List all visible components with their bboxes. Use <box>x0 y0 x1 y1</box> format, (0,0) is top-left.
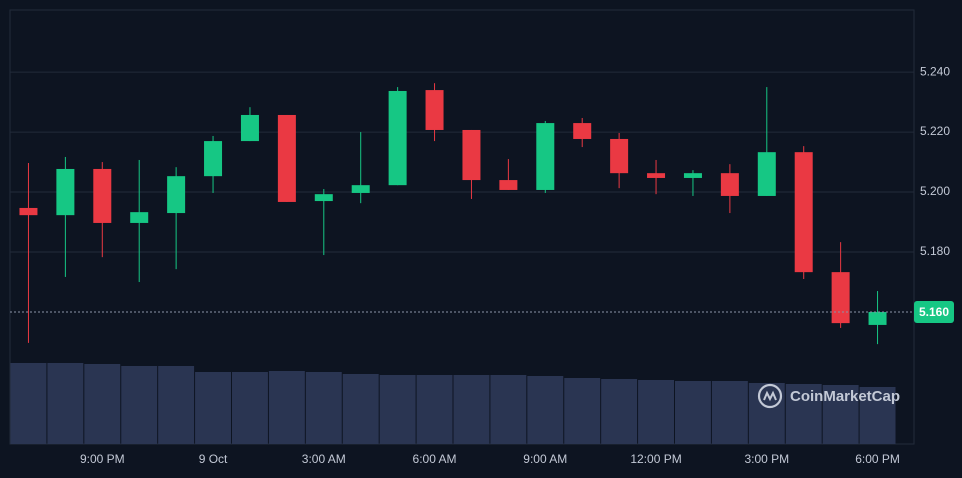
volume-bar <box>711 381 748 444</box>
volume-bar <box>47 363 84 444</box>
candle-body <box>868 312 887 325</box>
candle-body <box>204 141 223 177</box>
x-tick-label: 9 Oct <box>199 452 228 466</box>
x-tick-label: 6:00 PM <box>855 452 900 466</box>
candle-body <box>240 114 259 142</box>
candle-body <box>720 173 739 196</box>
candle-body <box>167 176 186 214</box>
volume-bar <box>564 378 601 444</box>
volume-bar <box>121 366 158 444</box>
x-tick-label: 6:00 AM <box>413 452 457 466</box>
x-tick-label: 9:00 AM <box>523 452 567 466</box>
candle-body <box>683 173 702 178</box>
candle-body <box>93 168 112 223</box>
volume-bar <box>305 372 342 444</box>
volume-bar <box>785 384 822 444</box>
volume-bar <box>638 380 674 444</box>
volume-bar <box>84 364 121 444</box>
candle-body <box>56 168 75 216</box>
candle-body <box>314 194 333 202</box>
volume-bar <box>675 381 711 444</box>
volume-bar <box>268 371 305 444</box>
watermark: CoinMarketCap <box>790 388 900 405</box>
volume-bar <box>601 379 638 444</box>
volume-bar <box>822 385 859 444</box>
candle-body <box>499 180 518 190</box>
candle-body <box>425 90 444 130</box>
volume-bar <box>859 387 896 444</box>
volume-bar <box>379 375 416 444</box>
candle-body <box>647 173 666 178</box>
candle-body <box>277 114 296 202</box>
volume-bar <box>416 375 453 444</box>
volume-bar <box>490 375 527 444</box>
last-price-label: 5.160 <box>919 305 949 319</box>
volume-bar <box>453 375 490 444</box>
y-tick-label: 5.200 <box>920 184 950 198</box>
candle-body <box>757 152 776 196</box>
candle-body <box>794 152 813 273</box>
volume-bar <box>195 372 231 444</box>
y-tick-label: 5.180 <box>920 244 950 258</box>
x-tick-label: 12:00 PM <box>630 452 681 466</box>
volume-bar <box>232 372 268 444</box>
candle-body <box>610 138 629 174</box>
x-tick-label: 3:00 AM <box>302 452 346 466</box>
y-tick-label: 5.220 <box>920 124 950 138</box>
volume-bar <box>10 363 47 444</box>
x-tick-label: 3:00 PM <box>744 452 789 466</box>
watermark-logo <box>757 383 783 409</box>
candle-body <box>536 123 555 190</box>
candle-body <box>831 272 850 324</box>
y-tick-label: 5.240 <box>920 64 950 78</box>
volume-bar <box>342 374 379 444</box>
candle-body <box>388 90 407 186</box>
last-price-box <box>914 301 954 324</box>
volume-bar <box>527 376 564 444</box>
x-tick-label: 9:00 PM <box>80 452 125 466</box>
candle-body <box>19 207 38 216</box>
candle-body <box>130 212 149 223</box>
candle-body <box>351 185 370 193</box>
volume-bar <box>158 366 195 444</box>
candle-body <box>573 123 592 139</box>
candle-body <box>462 129 481 181</box>
